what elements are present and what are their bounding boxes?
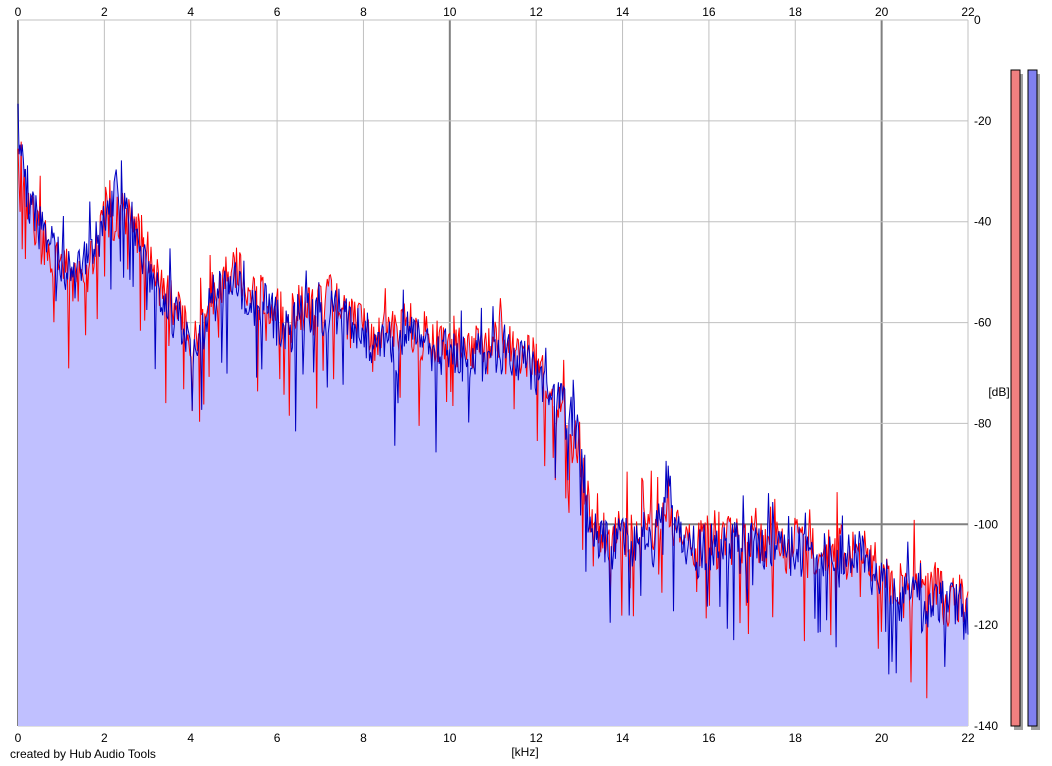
spectrum-fill [18, 103, 968, 726]
series-line-left [17, 141, 969, 699]
y-tick-label: -100 [974, 517, 998, 531]
y-tick-label: 0 [974, 13, 981, 27]
x-tick-label-bottom: 16 [702, 731, 716, 745]
x-tick-label-top: 18 [789, 5, 803, 19]
y-tick-label: -20 [974, 114, 992, 128]
meter-left [1010, 69, 1021, 727]
x-tick-label-top: 0 [15, 5, 22, 19]
x-tick-label-top: 14 [616, 5, 630, 19]
spectrum-area [18, 103, 968, 726]
x-tick-label-top: 4 [187, 5, 194, 19]
x-tick-label-top: 16 [702, 5, 716, 19]
y-tick-label: -60 [974, 316, 992, 330]
x-tick-label-top: 2 [101, 5, 108, 19]
x-tick-label-bottom: 12 [530, 731, 544, 745]
x-tick-label-bottom: 22 [961, 731, 975, 745]
spectrum-series [17, 103, 969, 699]
x-tick-label-bottom: 20 [875, 731, 889, 745]
x-tick-label-top: 6 [274, 5, 281, 19]
x-tick-label-bottom: 2 [101, 731, 108, 745]
x-tick-label-bottom: 6 [274, 731, 281, 745]
meter-right [1027, 69, 1038, 727]
y-tick-label: -40 [974, 215, 992, 229]
x-tick-label-top: 22 [961, 5, 975, 19]
x-tick-label-top: 20 [875, 5, 889, 19]
y-tick-label: -80 [974, 416, 992, 430]
x-tick-label-bottom: 18 [789, 731, 803, 745]
y-tick-label: -140 [974, 719, 998, 733]
x-tick-label-top: 12 [530, 5, 544, 19]
level-meters [1010, 69, 1040, 730]
x-tick-label-bottom: 4 [187, 731, 194, 745]
x-axis-label: [kHz] [511, 745, 538, 759]
axis-labels: 002244668810101212141416161818202022220-… [15, 5, 999, 745]
x-tick-label-bottom: 0 [15, 731, 22, 745]
footer-credit: created by Hub Audio Tools [10, 747, 156, 761]
series-line-right [17, 103, 969, 675]
y-axis-label: [dB] [988, 385, 1009, 399]
x-tick-label-bottom: 10 [443, 731, 457, 745]
x-tick-label-bottom: 14 [616, 731, 630, 745]
x-tick-label-top: 8 [360, 5, 367, 19]
y-tick-label: -120 [974, 618, 998, 632]
x-tick-label-bottom: 8 [360, 731, 367, 745]
x-tick-label-top: 10 [443, 5, 457, 19]
